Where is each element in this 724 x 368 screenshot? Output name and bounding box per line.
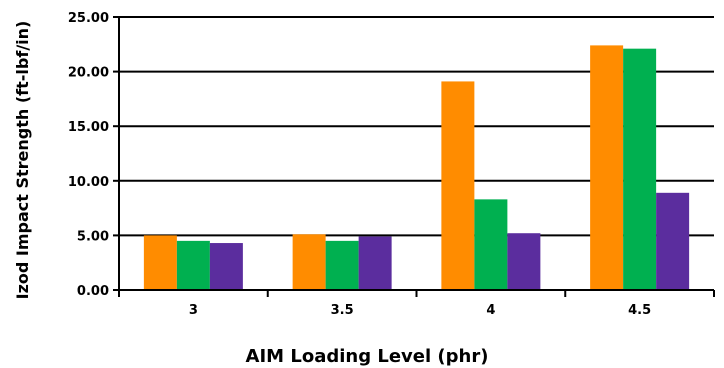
y-axis-title: Izod Impact Strength (ft-lbf/in) <box>13 21 32 300</box>
x-tick-label: 4 <box>486 303 495 318</box>
bar-s1-4 <box>441 81 475 290</box>
bars <box>143 45 690 290</box>
x-axis-title: AIM Loading Level (phr) <box>246 346 489 367</box>
bar-s1-3 <box>143 235 177 290</box>
bar-s2-4 <box>474 199 508 290</box>
bar-s2-4.5 <box>623 48 657 290</box>
x-tick-label: 3.5 <box>331 303 354 318</box>
bar-s3-3 <box>209 243 243 290</box>
y-tick-label: 25.00 <box>68 11 109 26</box>
y-tick-label: 15.00 <box>68 120 109 135</box>
x-tick-labels: 3 3.5 4 4.5 <box>189 303 651 318</box>
y-tick-label: 0.00 <box>77 284 109 299</box>
bar-s2-3 <box>176 240 210 290</box>
bar-s1-3.5 <box>292 234 326 290</box>
bar-s3-4.5 <box>656 192 690 290</box>
y-tick-labels: 0.00 5.00 10.00 15.00 20.00 25.00 <box>68 11 109 299</box>
bar-s1-4.5 <box>590 45 624 290</box>
axes <box>118 17 715 297</box>
bar-s2-3.5 <box>325 240 359 290</box>
bar-s3-3.5 <box>358 236 392 290</box>
y-tick-label: 10.00 <box>68 175 109 190</box>
bar-s3-4 <box>507 233 541 290</box>
x-tick-label: 3 <box>189 303 198 318</box>
x-tick-label: 4.5 <box>628 303 651 318</box>
y-tick-label: 5.00 <box>77 229 109 244</box>
y-tick-label: 20.00 <box>68 66 109 81</box>
